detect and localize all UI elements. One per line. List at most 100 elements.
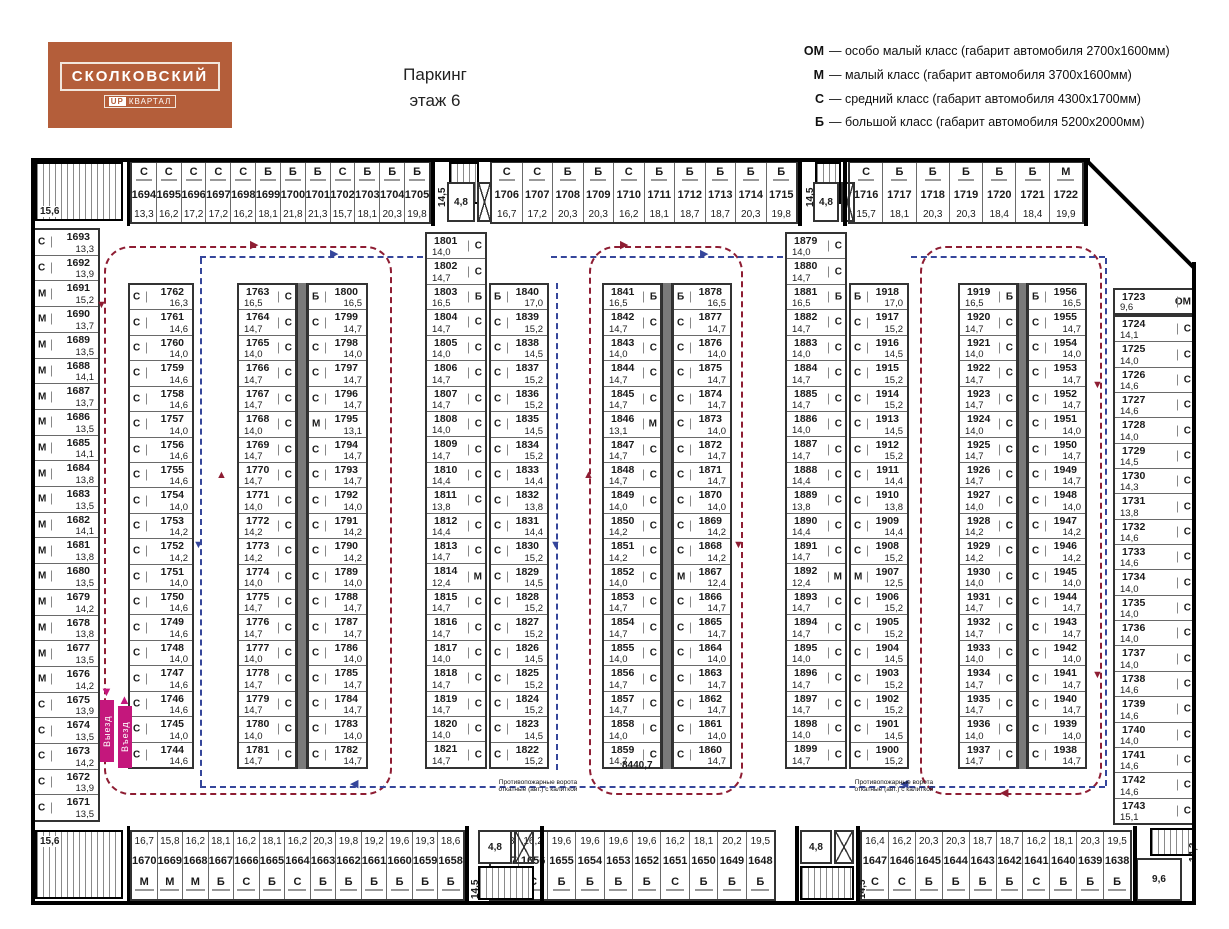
parking-spot-1638[interactable]: 19,5 1638 Б (1103, 832, 1131, 899)
parking-spot-1933[interactable]: 1933 14,0 С (960, 639, 1016, 666)
parking-spot-1873[interactable]: 1873 14,0 С (674, 411, 730, 437)
parking-spot-1645[interactable]: 20,3 1645 Б (914, 832, 942, 899)
parking-spot-1709[interactable]: Б 1709 20,3 (582, 163, 613, 222)
parking-spot-1764[interactable]: 1764 14,7 С (239, 309, 295, 335)
parking-spot-1746[interactable]: 1746 14,6 С (130, 690, 192, 717)
parking-spot-1721[interactable]: Б 1721 18,4 (1015, 163, 1049, 222)
parking-spot-1890[interactable]: 1890 14,4 С (787, 512, 845, 539)
parking-spot-1896[interactable]: 1896 14,7 С (787, 665, 845, 691)
parking-spot-1928[interactable]: 1928 14,2 С (960, 512, 1016, 539)
parking-spot-1788[interactable]: 1788 14,7 С (309, 589, 366, 615)
parking-spot-1759[interactable]: 1759 14,6 С (130, 360, 192, 386)
parking-spot-1776[interactable]: 1776 14,7 С (239, 614, 295, 640)
parking-spot-1847[interactable]: 1847 14,7 С (604, 436, 660, 462)
parking-spot-1777[interactable]: 1777 14,0 С (239, 639, 295, 666)
parking-spot-1786[interactable]: 1786 14,0 С (309, 639, 366, 666)
parking-spot-1936[interactable]: 1936 14,0 С (960, 716, 1016, 742)
parking-spot-1939[interactable]: 1939 14,0 С (1029, 716, 1085, 742)
parking-spot-1908[interactable]: 1908 15,2 С (851, 538, 907, 564)
parking-spot-1940[interactable]: 1940 14,7 С (1029, 690, 1085, 717)
parking-spot-1946[interactable]: 1946 14,2 С (1029, 538, 1085, 564)
parking-spot-1818[interactable]: 1818 14,7 С (427, 665, 485, 691)
parking-spot-1745[interactable]: 1745 14,0 С (130, 716, 192, 742)
parking-spot-1819[interactable]: 1819 14,7 С (427, 690, 485, 717)
parking-spot-1831[interactable]: 1831 14,4 С (491, 512, 547, 539)
parking-spot-1860[interactable]: 1860 14,7 С (674, 741, 730, 768)
parking-spot-1884[interactable]: 1884 14,7 С (787, 360, 845, 386)
parking-spot-1905[interactable]: 1905 15,2 С (851, 614, 907, 640)
parking-spot-1702[interactable]: С 1702 15,7 (329, 163, 355, 222)
parking-spot-1755[interactable]: 1755 14,6 С (130, 461, 192, 488)
parking-spot-1795[interactable]: 1795 13,1 М (309, 411, 366, 437)
parking-spot-1830[interactable]: 1830 15,2 С (491, 538, 547, 564)
parking-spot-1846[interactable]: 1846 13,1 М (604, 411, 660, 437)
parking-spot-1715[interactable]: Б 1715 19,8 (765, 163, 796, 222)
parking-spot-1731[interactable]: 1731 13,8 С (1115, 493, 1194, 519)
parking-spot-1742[interactable]: 1742 14,6 С (1115, 772, 1194, 798)
parking-spot-1723[interactable]: 1723 9,6 ОМ (1115, 290, 1194, 313)
parking-spot-1834[interactable]: 1834 15,2 С (491, 436, 547, 462)
parking-spot-1751[interactable]: 1751 14,0 С (130, 563, 192, 590)
parking-spot-1881[interactable]: 1881 16,5 Б (787, 283, 845, 310)
parking-spot-1717[interactable]: Б 1717 18,1 (882, 163, 916, 222)
parking-spot-1807[interactable]: 1807 14,7 С (427, 385, 485, 411)
parking-spot-1682[interactable]: 1682 14,1 М (35, 511, 98, 538)
parking-spot-1767[interactable]: 1767 14,7 С (239, 385, 295, 412)
parking-spot-1654[interactable]: 19,6 1654 Б (575, 832, 604, 899)
parking-spot-1862[interactable]: 1862 14,7 С (674, 690, 730, 717)
parking-spot-1778[interactable]: 1778 14,7 С (239, 665, 295, 691)
parking-spot-1811[interactable]: 1811 13,8 С (427, 487, 485, 513)
parking-spot-1758[interactable]: 1758 14,6 С (130, 385, 192, 412)
parking-spot-1695[interactable]: С 1695 16,2 (155, 163, 181, 222)
parking-spot-1664[interactable]: 16,2 1664 С (284, 832, 310, 899)
parking-spot-1768[interactable]: 1768 14,0 С (239, 411, 295, 437)
parking-spot-1780[interactable]: 1780 14,0 С (239, 716, 295, 742)
parking-spot-1681[interactable]: 1681 13,8 М (35, 537, 98, 564)
parking-spot-1722[interactable]: М 1722 19,9 (1048, 163, 1082, 222)
parking-spot-1911[interactable]: 1911 14,4 С (851, 461, 907, 488)
parking-spot-1642[interactable]: 18,7 1642 Б (995, 832, 1023, 899)
parking-spot-1773[interactable]: 1773 14,2 С (239, 538, 295, 564)
parking-spot-1895[interactable]: 1895 14,0 С (787, 639, 845, 666)
parking-spot-1783[interactable]: 1783 14,0 С (309, 716, 366, 742)
parking-spot-1938[interactable]: 1938 14,7 С (1029, 741, 1085, 768)
parking-spot-1774[interactable]: 1774 14,0 С (239, 563, 295, 590)
parking-spot-1935[interactable]: 1935 14,7 С (960, 690, 1016, 717)
parking-spot-1810[interactable]: 1810 14,4 С (427, 461, 485, 488)
parking-spot-1676[interactable]: 1676 14,2 М (35, 665, 98, 692)
parking-spot-1678[interactable]: 1678 13,8 М (35, 614, 98, 641)
parking-spot-1922[interactable]: 1922 14,7 С (960, 360, 1016, 386)
parking-spot-1772[interactable]: 1772 14,2 С (239, 512, 295, 539)
parking-spot-1805[interactable]: 1805 14,0 С (427, 334, 485, 361)
parking-spot-1704[interactable]: Б 1704 20,3 (379, 163, 405, 222)
parking-spot-1870[interactable]: 1870 14,0 С (674, 487, 730, 513)
parking-spot-1791[interactable]: 1791 14,2 С (309, 512, 366, 539)
parking-spot-1837[interactable]: 1837 15,2 С (491, 360, 547, 386)
parking-spot-1655[interactable]: 19,6 1655 Б (546, 832, 576, 899)
parking-spot-1921[interactable]: 1921 14,0 С (960, 334, 1016, 361)
parking-spot-1739[interactable]: 1739 14,6 С (1115, 696, 1194, 722)
parking-spot-1900[interactable]: 1900 15,2 С (851, 741, 907, 768)
parking-spot-1925[interactable]: 1925 14,7 С (960, 436, 1016, 462)
parking-spot-1828[interactable]: 1828 15,2 С (491, 589, 547, 615)
parking-spot-1770[interactable]: 1770 14,7 С (239, 461, 295, 488)
parking-spot-1817[interactable]: 1817 14,0 С (427, 639, 485, 666)
parking-spot-1955[interactable]: 1955 14,7 С (1029, 309, 1085, 335)
parking-spot-1880[interactable]: 1880 14,7 С (787, 258, 845, 284)
parking-spot-1671[interactable]: 1671 13,5 С (35, 794, 98, 821)
parking-spot-1842[interactable]: 1842 14,7 С (604, 309, 660, 335)
parking-spot-1845[interactable]: 1845 14,7 С (604, 385, 660, 412)
parking-spot-1760[interactable]: 1760 14,0 С (130, 334, 192, 361)
parking-spot-1720[interactable]: Б 1720 18,4 (982, 163, 1016, 222)
parking-spot-1672[interactable]: 1672 13,9 С (35, 768, 98, 795)
parking-spot-1876[interactable]: 1876 14,0 С (674, 334, 730, 361)
parking-spot-1741[interactable]: 1741 14,6 С (1115, 746, 1194, 773)
parking-spot-1740[interactable]: 1740 14,0 С (1115, 721, 1194, 747)
parking-spot-1707[interactable]: С 1707 17,2 (521, 163, 552, 222)
parking-spot-1785[interactable]: 1785 14,7 С (309, 665, 366, 691)
parking-spot-1733[interactable]: 1733 14,6 С (1115, 544, 1194, 570)
parking-spot-1930[interactable]: 1930 14,0 С (960, 563, 1016, 590)
parking-spot-1849[interactable]: 1849 14,0 С (604, 487, 660, 513)
parking-spot-1766[interactable]: 1766 14,7 С (239, 360, 295, 386)
parking-spot-1662[interactable]: 19,8 1662 Б (335, 832, 361, 899)
